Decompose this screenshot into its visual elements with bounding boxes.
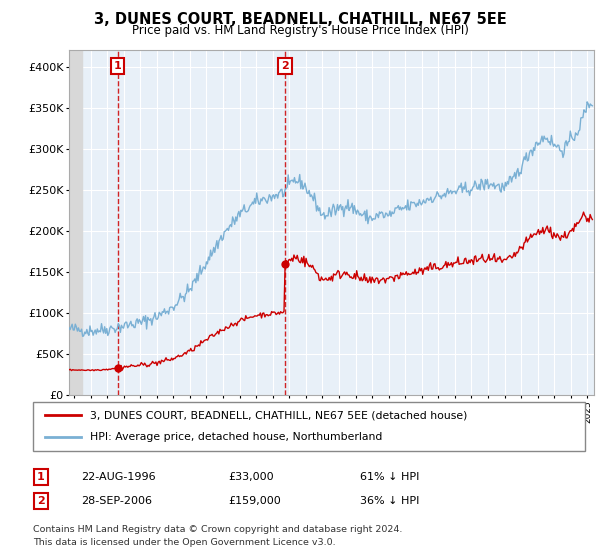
Text: 2: 2 xyxy=(281,61,289,71)
Text: 28-SEP-2006: 28-SEP-2006 xyxy=(81,496,152,506)
Text: Contains HM Land Registry data © Crown copyright and database right 2024.: Contains HM Land Registry data © Crown c… xyxy=(33,525,403,534)
Text: This data is licensed under the Open Government Licence v3.0.: This data is licensed under the Open Gov… xyxy=(33,538,335,547)
Text: 1: 1 xyxy=(37,472,44,482)
Text: 61% ↓ HPI: 61% ↓ HPI xyxy=(360,472,419,482)
Text: 3, DUNES COURT, BEADNELL, CHATHILL, NE67 5EE: 3, DUNES COURT, BEADNELL, CHATHILL, NE67… xyxy=(94,12,506,27)
Text: 3, DUNES COURT, BEADNELL, CHATHILL, NE67 5EE (detached house): 3, DUNES COURT, BEADNELL, CHATHILL, NE67… xyxy=(90,410,467,421)
Text: 22-AUG-1996: 22-AUG-1996 xyxy=(81,472,155,482)
Text: 36% ↓ HPI: 36% ↓ HPI xyxy=(360,496,419,506)
Bar xyxy=(61,50,83,395)
Text: Price paid vs. HM Land Registry's House Price Index (HPI): Price paid vs. HM Land Registry's House … xyxy=(131,24,469,37)
Text: £33,000: £33,000 xyxy=(228,472,274,482)
Text: 2: 2 xyxy=(37,496,44,506)
Text: £159,000: £159,000 xyxy=(228,496,281,506)
Text: 1: 1 xyxy=(114,61,122,71)
Text: HPI: Average price, detached house, Northumberland: HPI: Average price, detached house, Nort… xyxy=(90,432,382,442)
